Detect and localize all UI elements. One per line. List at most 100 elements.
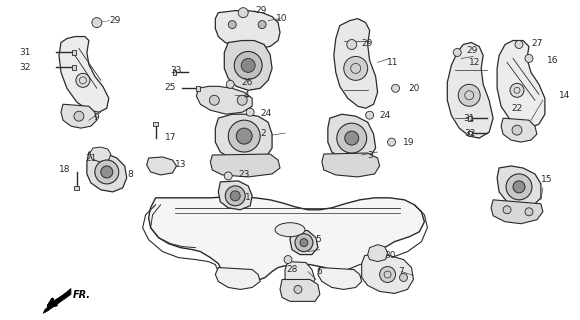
Polygon shape: [172, 70, 176, 75]
Circle shape: [236, 128, 252, 144]
Circle shape: [300, 239, 308, 247]
Text: 3: 3: [368, 150, 374, 160]
Polygon shape: [328, 114, 376, 162]
Text: 17: 17: [165, 132, 176, 141]
Text: 1: 1: [245, 193, 251, 202]
Circle shape: [237, 95, 247, 105]
Circle shape: [230, 191, 240, 201]
Polygon shape: [362, 253, 414, 293]
Polygon shape: [224, 41, 272, 90]
Text: 6: 6: [316, 267, 322, 276]
Circle shape: [224, 172, 232, 180]
Circle shape: [225, 186, 245, 206]
Circle shape: [234, 52, 262, 79]
Text: 29: 29: [110, 16, 121, 25]
Circle shape: [101, 166, 113, 178]
Text: 26: 26: [241, 78, 252, 87]
Text: 27: 27: [531, 39, 542, 48]
Circle shape: [506, 174, 532, 200]
Polygon shape: [43, 288, 71, 313]
Circle shape: [209, 95, 219, 105]
Text: 29: 29: [255, 6, 267, 15]
Polygon shape: [280, 279, 320, 301]
Polygon shape: [215, 11, 280, 49]
Text: 18: 18: [59, 165, 70, 174]
Text: 16: 16: [547, 56, 559, 65]
Text: 12: 12: [469, 58, 481, 67]
Circle shape: [454, 49, 461, 56]
Text: 23: 23: [238, 171, 249, 180]
Text: 32: 32: [464, 129, 475, 138]
Circle shape: [295, 234, 313, 252]
Polygon shape: [90, 147, 111, 162]
Text: 5: 5: [315, 235, 321, 244]
Polygon shape: [197, 86, 252, 114]
Polygon shape: [197, 86, 201, 91]
Text: 29: 29: [466, 46, 477, 55]
Text: 15: 15: [541, 175, 552, 184]
Polygon shape: [290, 230, 318, 255]
Text: 25: 25: [164, 83, 176, 92]
Circle shape: [92, 18, 102, 28]
Polygon shape: [147, 157, 176, 175]
Polygon shape: [322, 153, 379, 177]
Polygon shape: [468, 116, 472, 121]
Text: 21: 21: [85, 154, 97, 163]
Polygon shape: [318, 268, 362, 289]
Text: 2: 2: [260, 129, 266, 138]
Text: 13: 13: [175, 160, 186, 170]
Polygon shape: [61, 104, 97, 128]
Text: 31: 31: [20, 48, 31, 57]
Text: 19: 19: [403, 138, 414, 147]
Text: 31: 31: [463, 114, 475, 123]
Circle shape: [294, 285, 302, 293]
Circle shape: [525, 208, 533, 216]
Circle shape: [229, 120, 260, 152]
Circle shape: [525, 54, 533, 62]
Text: 8: 8: [128, 171, 133, 180]
Polygon shape: [72, 50, 76, 55]
Circle shape: [400, 274, 408, 282]
Polygon shape: [211, 154, 280, 177]
Text: 22: 22: [511, 104, 522, 113]
Text: 29: 29: [362, 39, 373, 48]
Polygon shape: [497, 166, 541, 208]
Text: 32: 32: [20, 63, 31, 72]
Polygon shape: [59, 36, 109, 112]
Text: 24: 24: [260, 109, 271, 118]
Polygon shape: [74, 186, 79, 190]
Text: 24: 24: [379, 111, 391, 120]
Polygon shape: [218, 181, 252, 210]
Circle shape: [387, 138, 396, 146]
Circle shape: [458, 84, 480, 106]
Circle shape: [241, 59, 255, 72]
Text: FR.: FR.: [73, 291, 91, 300]
Text: 11: 11: [387, 58, 398, 67]
Polygon shape: [148, 197, 425, 282]
Text: 33: 33: [170, 66, 182, 75]
Ellipse shape: [275, 223, 305, 237]
Polygon shape: [468, 131, 472, 136]
Circle shape: [515, 41, 523, 49]
Circle shape: [510, 83, 524, 97]
Circle shape: [246, 108, 254, 116]
Text: 28: 28: [286, 265, 298, 274]
Circle shape: [345, 131, 358, 145]
Text: 4: 4: [243, 91, 249, 100]
Polygon shape: [447, 43, 493, 138]
Polygon shape: [497, 41, 545, 128]
Text: 30: 30: [385, 251, 396, 260]
Circle shape: [95, 160, 119, 184]
Polygon shape: [368, 244, 387, 261]
Circle shape: [379, 267, 396, 283]
Circle shape: [503, 206, 511, 214]
Circle shape: [392, 84, 400, 92]
Circle shape: [229, 20, 236, 28]
Polygon shape: [153, 122, 158, 126]
Text: 20: 20: [408, 84, 420, 93]
Polygon shape: [215, 114, 272, 162]
Circle shape: [347, 40, 357, 50]
Circle shape: [76, 73, 90, 87]
Polygon shape: [87, 152, 126, 192]
Text: 14: 14: [559, 91, 570, 100]
